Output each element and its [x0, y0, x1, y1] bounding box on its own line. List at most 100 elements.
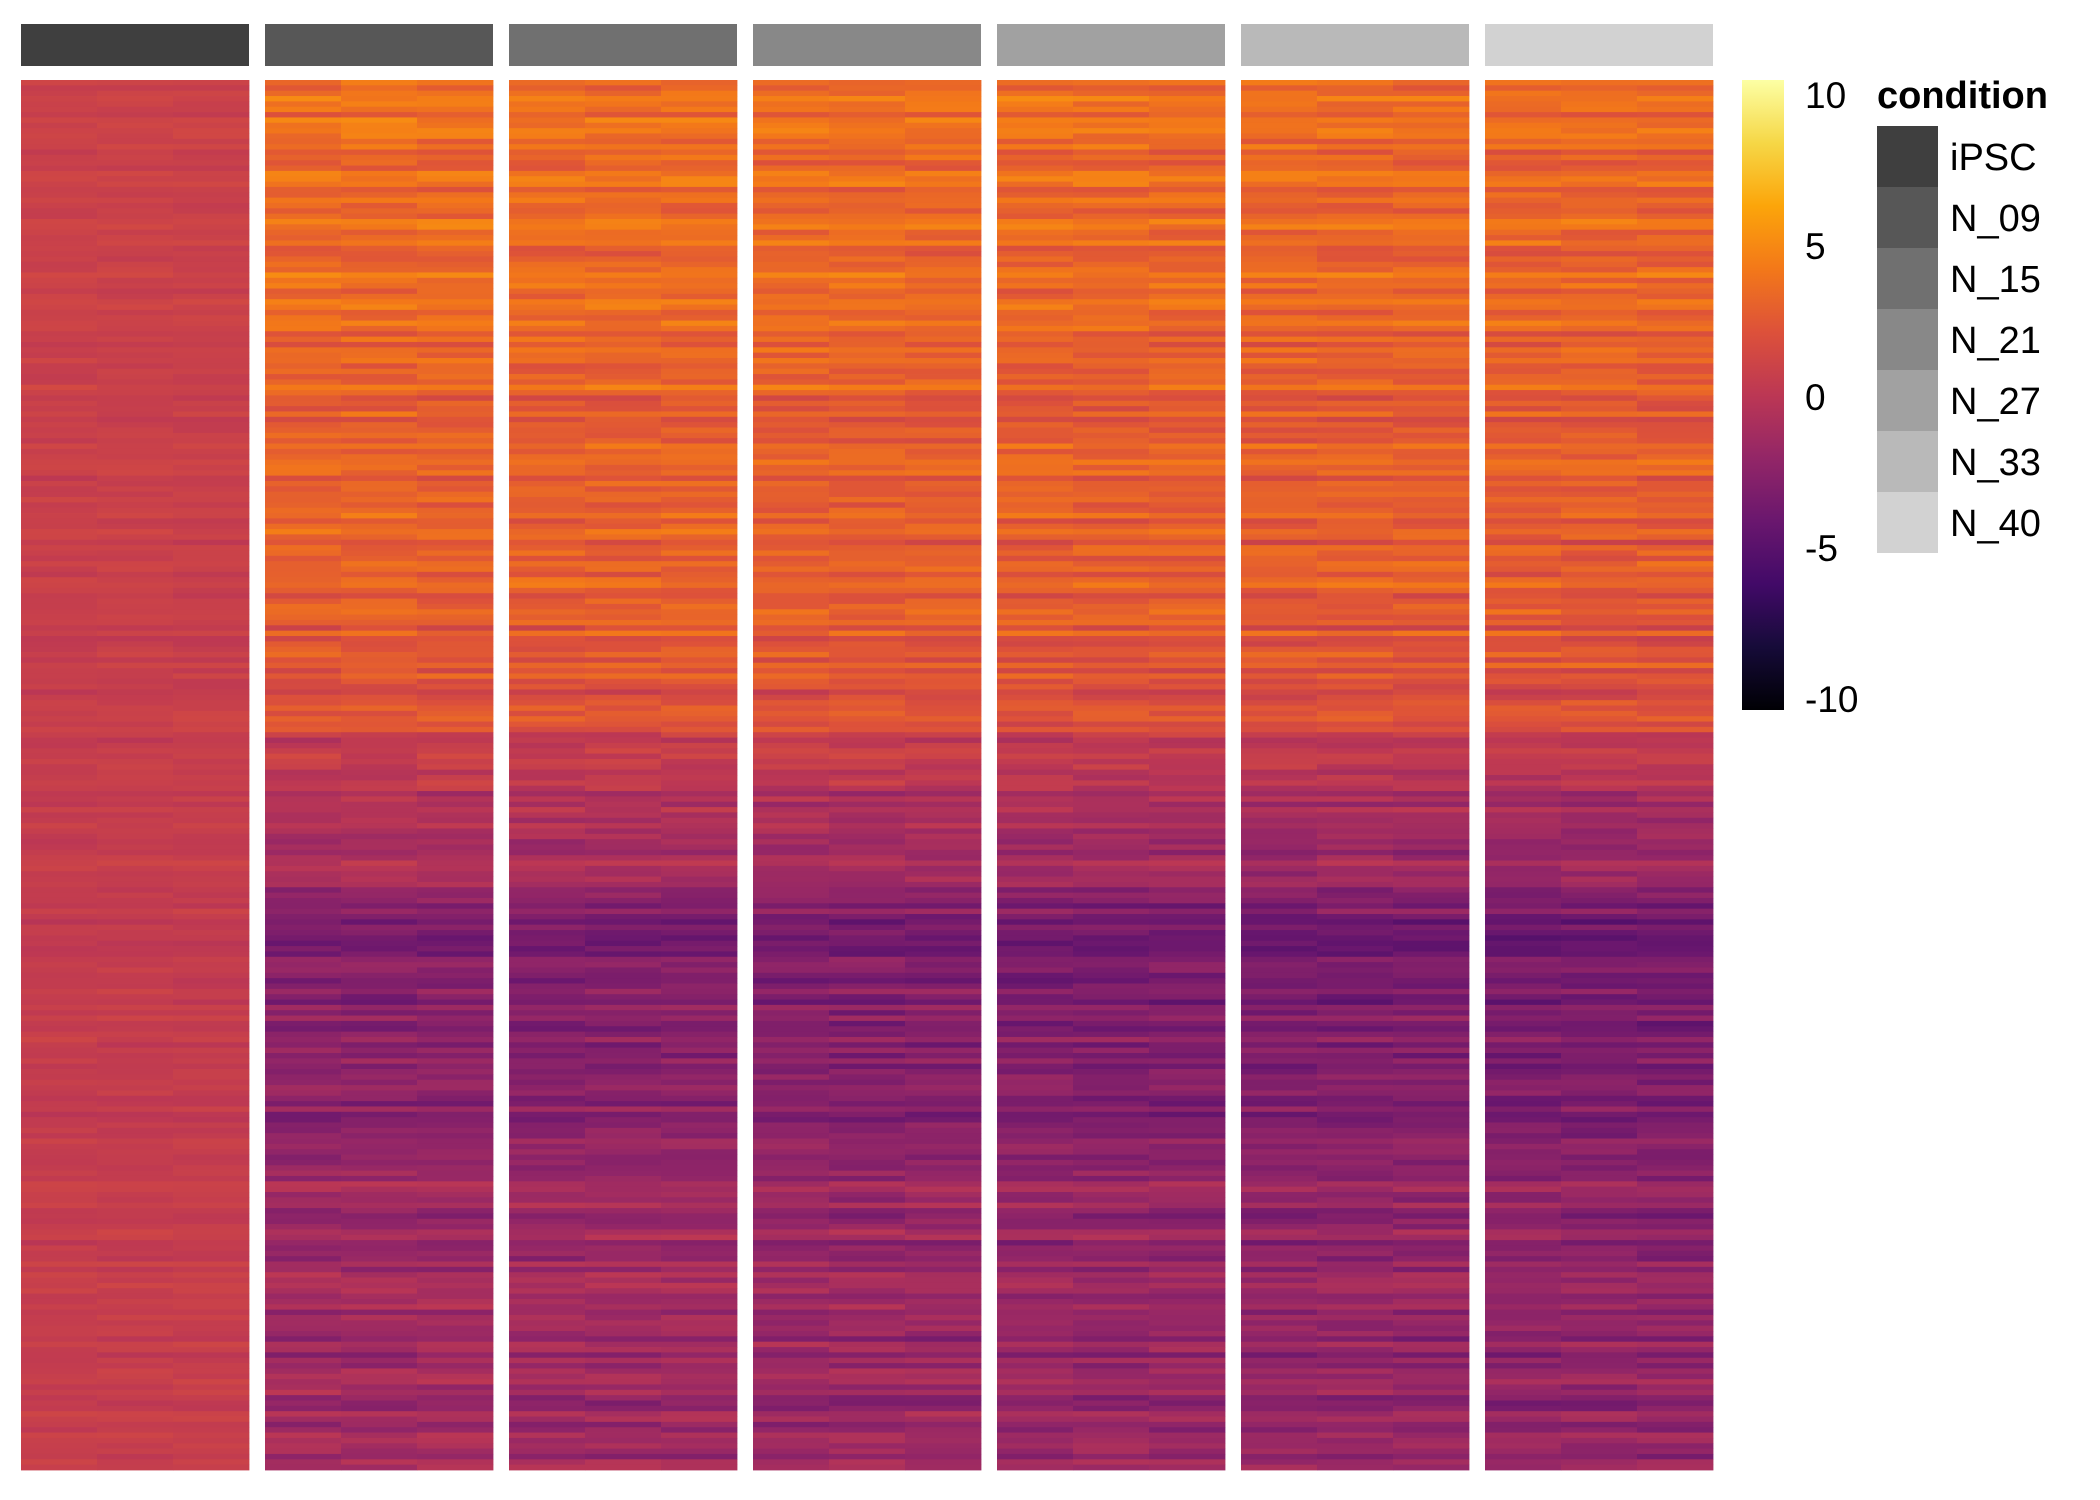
heatmap-cell	[509, 448, 586, 455]
heatmap-cell	[97, 785, 174, 792]
heatmap-cell	[585, 149, 662, 156]
heatmap-cell	[1485, 1432, 1562, 1439]
heatmap-cell	[1073, 785, 1150, 792]
heatmap-cell	[97, 1004, 174, 1011]
heatmap-cell	[1393, 919, 1470, 926]
heatmap-cell	[753, 555, 830, 562]
heatmap-cell	[417, 1186, 494, 1193]
heatmap-cell	[173, 983, 250, 990]
heatmap-cell	[829, 705, 906, 712]
heatmap-cell	[753, 1341, 830, 1348]
heatmap-cell	[265, 1416, 342, 1423]
heatmap-cell	[1073, 235, 1150, 241]
heatmap-cell	[1317, 1363, 1394, 1369]
heatmap-cell	[1393, 1197, 1470, 1204]
heatmap-cell	[829, 1298, 906, 1305]
heatmap-cell	[509, 1133, 586, 1139]
heatmap-cell	[905, 1288, 982, 1294]
heatmap-cell	[509, 293, 586, 300]
heatmap-cell	[1149, 716, 1226, 722]
heatmap-cell	[509, 513, 586, 519]
heatmap-cell	[1149, 673, 1226, 680]
heatmap-cell	[417, 341, 494, 348]
heatmap-cell	[1073, 1101, 1150, 1107]
heatmap-cell	[1393, 732, 1470, 738]
heatmap-cell	[1317, 422, 1394, 428]
heatmap-cell	[509, 1159, 586, 1166]
heatmap-cell	[341, 507, 418, 514]
heatmap-cell	[1073, 839, 1150, 845]
heatmap-cell	[1393, 277, 1470, 284]
heatmap-cell	[417, 833, 494, 840]
heatmap-cell	[1149, 914, 1226, 920]
heatmap-cell	[509, 325, 586, 332]
heatmap-cell	[1149, 283, 1226, 289]
heatmap-cell	[173, 737, 250, 744]
heatmap-cell	[829, 1304, 906, 1311]
heatmap-cell	[341, 80, 418, 86]
heatmap-cell	[21, 994, 98, 1000]
heatmap-cell	[1073, 128, 1150, 134]
heatmap-cell	[661, 1331, 738, 1337]
heatmap-cell	[1485, 988, 1562, 995]
heatmap-cell	[1073, 106, 1150, 113]
heatmap-cell	[1393, 598, 1470, 605]
heatmap-cell	[1241, 817, 1318, 824]
heatmap-cell	[1317, 320, 1394, 327]
heatmap-cell	[417, 1031, 494, 1038]
heatmap-cell	[1393, 785, 1470, 792]
heatmap-cell	[997, 122, 1074, 129]
heatmap-cell	[829, 1170, 906, 1177]
heatmap-cell	[341, 726, 418, 733]
heatmap-cell	[97, 1298, 174, 1305]
heatmap-cell	[905, 646, 982, 653]
heatmap-cell	[997, 823, 1074, 829]
heatmap-cell	[21, 561, 98, 567]
heatmap-cell	[997, 1154, 1074, 1161]
heatmap-cell	[997, 1298, 1074, 1305]
heatmap-cell	[997, 796, 1074, 803]
heatmap-cell	[997, 277, 1074, 284]
heatmap-cell	[1485, 459, 1562, 466]
heatmap-cell	[661, 1213, 738, 1220]
heatmap-cell	[1149, 1272, 1226, 1278]
heatmap-cell	[585, 988, 662, 995]
heatmap-cell	[753, 1288, 830, 1294]
heatmap-cell	[829, 780, 906, 787]
heatmap-cell	[1393, 288, 1470, 295]
heatmap-cell	[265, 165, 342, 172]
heatmap-cell	[97, 1464, 174, 1471]
heatmap-cell	[905, 1026, 982, 1033]
heatmap-cell	[1485, 192, 1562, 199]
heatmap-cell	[1241, 855, 1318, 861]
heatmap-cell	[1149, 860, 1226, 867]
heatmap-cell	[1485, 871, 1562, 877]
heatmap-cell	[265, 277, 342, 284]
heatmap-cell	[417, 507, 494, 514]
heatmap-cell	[21, 1288, 98, 1294]
heatmap-cell	[341, 117, 418, 124]
heatmap-cell	[21, 315, 98, 321]
heatmap-cell	[585, 229, 662, 236]
heatmap-cell	[265, 887, 342, 894]
heatmap-cell	[905, 358, 982, 364]
heatmap-cell	[1241, 229, 1318, 236]
heatmap-cell	[341, 1015, 418, 1022]
heatmap-cell	[509, 202, 586, 209]
heatmap-cell	[417, 764, 494, 771]
heatmap-cell	[997, 518, 1074, 525]
heatmap-cell	[341, 480, 418, 487]
heatmap-cell	[585, 1133, 662, 1139]
heatmap-cell	[1241, 1020, 1318, 1027]
heatmap-cell	[997, 710, 1074, 717]
heatmap-cell	[1149, 1240, 1226, 1246]
heatmap-cell	[341, 454, 418, 460]
heatmap-cell	[97, 705, 174, 712]
heatmap-cell	[1149, 448, 1226, 455]
heatmap-cell	[173, 470, 250, 477]
heatmap-cell	[661, 459, 738, 466]
heatmap-cell	[417, 587, 494, 594]
heatmap-cell	[1073, 1143, 1150, 1150]
heatmap-cell	[661, 914, 738, 920]
heatmap-cell	[1317, 341, 1394, 348]
